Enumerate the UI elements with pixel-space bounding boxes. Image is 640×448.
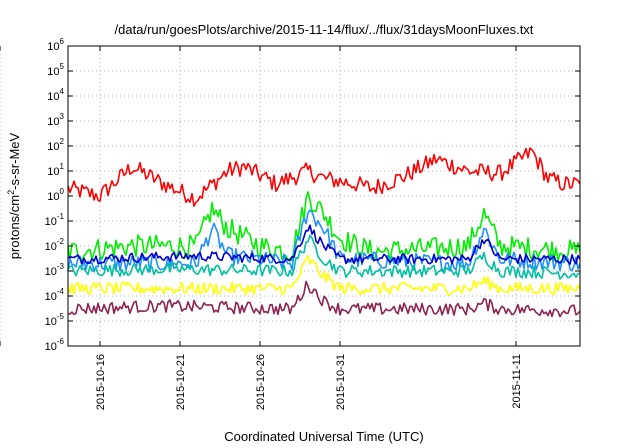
series-line — [67, 280, 581, 318]
axes: 10-6 10-5 10-4 10-3 10-2 10-1 100 101 102 103 104 1… — [0, 37, 581, 410]
y-tick-label: 101 — [47, 162, 64, 178]
series-line — [67, 191, 581, 263]
x-tick-label: 2015-11-11 — [511, 354, 523, 409]
x-tick-label: 2015-10-21 — [175, 354, 187, 410]
y-tick-label: 102 — [47, 137, 64, 153]
chart-title: /data/run/goesPlots/archive/2015-11-14/f… — [115, 22, 534, 37]
y-tick-label: 104 — [47, 87, 64, 103]
y-tick-label: 10-5 — [45, 312, 65, 328]
y-tick-label: 10-3 — [45, 262, 65, 278]
y-tick-label: 105 — [47, 62, 64, 78]
x-axis-label: Coordinated Universal Time (UTC) — [224, 429, 423, 444]
y-tick-label: 100 — [47, 187, 64, 203]
series-lines — [67, 147, 581, 318]
y-tick-label: 10-2 — [45, 237, 65, 253]
x-tick-label: 2015-10-26 — [255, 354, 267, 410]
x-tick-label: 2015-10-31 — [335, 354, 347, 410]
series-line — [67, 147, 581, 207]
x-tick-label: 2015-10-16 — [95, 354, 107, 410]
y-tick-label: 103 — [47, 112, 64, 128]
y-tick-label: 10-1 — [45, 212, 65, 228]
series-line — [67, 224, 581, 265]
y-tick-label: 106 — [47, 37, 64, 53]
y-tick-label: 10-6 — [45, 337, 65, 353]
y-tick-label: 10-4 — [45, 287, 65, 303]
y-axis-label: protons/cm2-s-sr-MeV — [6, 132, 22, 259]
series-line — [67, 254, 581, 296]
grid — [0, 46, 580, 346]
series-line — [67, 234, 581, 280]
plot-frame — [67, 45, 581, 347]
